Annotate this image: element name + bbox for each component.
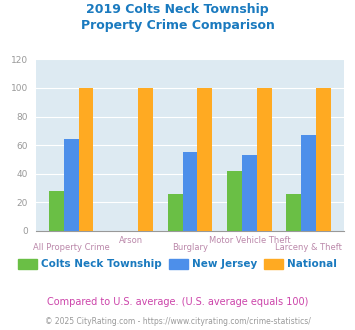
Text: Arson: Arson [119, 236, 143, 245]
Bar [49, 191, 64, 231]
Bar [182, 152, 197, 231]
Bar [316, 88, 331, 231]
Text: Compared to U.S. average. (U.S. average equals 100): Compared to U.S. average. (U.S. average … [47, 297, 308, 307]
Text: Burglary: Burglary [172, 243, 208, 251]
Bar [286, 194, 301, 231]
Text: All Property Crime: All Property Crime [33, 243, 109, 251]
Bar [168, 194, 182, 231]
Bar [227, 171, 242, 231]
Bar [138, 88, 153, 231]
Text: Motor Vehicle Theft: Motor Vehicle Theft [208, 236, 290, 245]
Legend: Colts Neck Township, New Jersey, National: Colts Neck Township, New Jersey, Nationa… [14, 255, 341, 274]
Bar [78, 88, 93, 231]
Bar [242, 155, 257, 231]
Text: 2019 Colts Neck Township
Property Crime Comparison: 2019 Colts Neck Township Property Crime … [81, 3, 274, 32]
Text: © 2025 CityRating.com - https://www.cityrating.com/crime-statistics/: © 2025 CityRating.com - https://www.city… [45, 317, 310, 326]
Bar [64, 140, 78, 231]
Bar [301, 135, 316, 231]
Bar [257, 88, 272, 231]
Text: Larceny & Theft: Larceny & Theft [275, 243, 342, 251]
Bar [197, 88, 212, 231]
